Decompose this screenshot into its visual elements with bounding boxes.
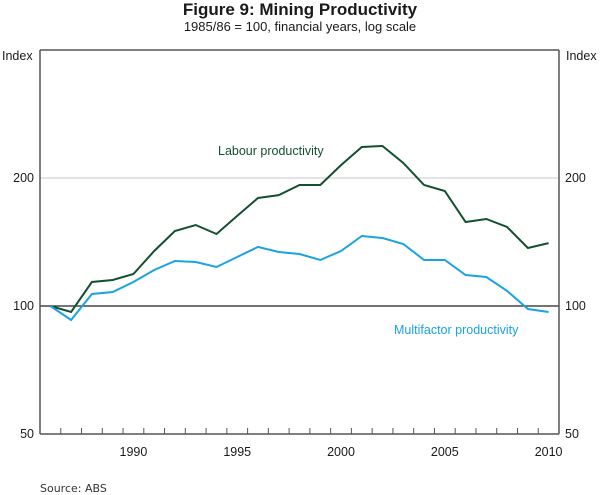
x-tick-label: 2005	[431, 445, 459, 459]
axes	[40, 50, 559, 434]
y-tick-label-right: 50	[565, 427, 579, 441]
y-tick-label-left: 200	[13, 171, 34, 185]
annotation-labour-productivity: Labour productivity	[218, 144, 324, 158]
series-line-multifactor-productivity	[50, 236, 548, 320]
y-tick-label-left: 100	[13, 299, 34, 313]
x-tick-label: 1995	[223, 445, 251, 459]
y-tick-label-left: 50	[20, 427, 34, 441]
annotation-multifactor-productivity: Multifactor productivity	[394, 323, 519, 337]
x-tick-label: 2000	[327, 445, 355, 459]
y-axis-label-left: Index	[2, 49, 33, 63]
y-axis-label-right: Index	[566, 49, 597, 63]
y-tick-label-right: 100	[565, 299, 586, 313]
series-lines	[50, 146, 548, 320]
source-note: Source: ABS	[40, 482, 107, 495]
x-tick-label: 1990	[120, 445, 148, 459]
x-tick-label: 2010	[535, 445, 563, 459]
gridlines	[40, 178, 559, 306]
y-tick-label-right: 200	[565, 171, 586, 185]
